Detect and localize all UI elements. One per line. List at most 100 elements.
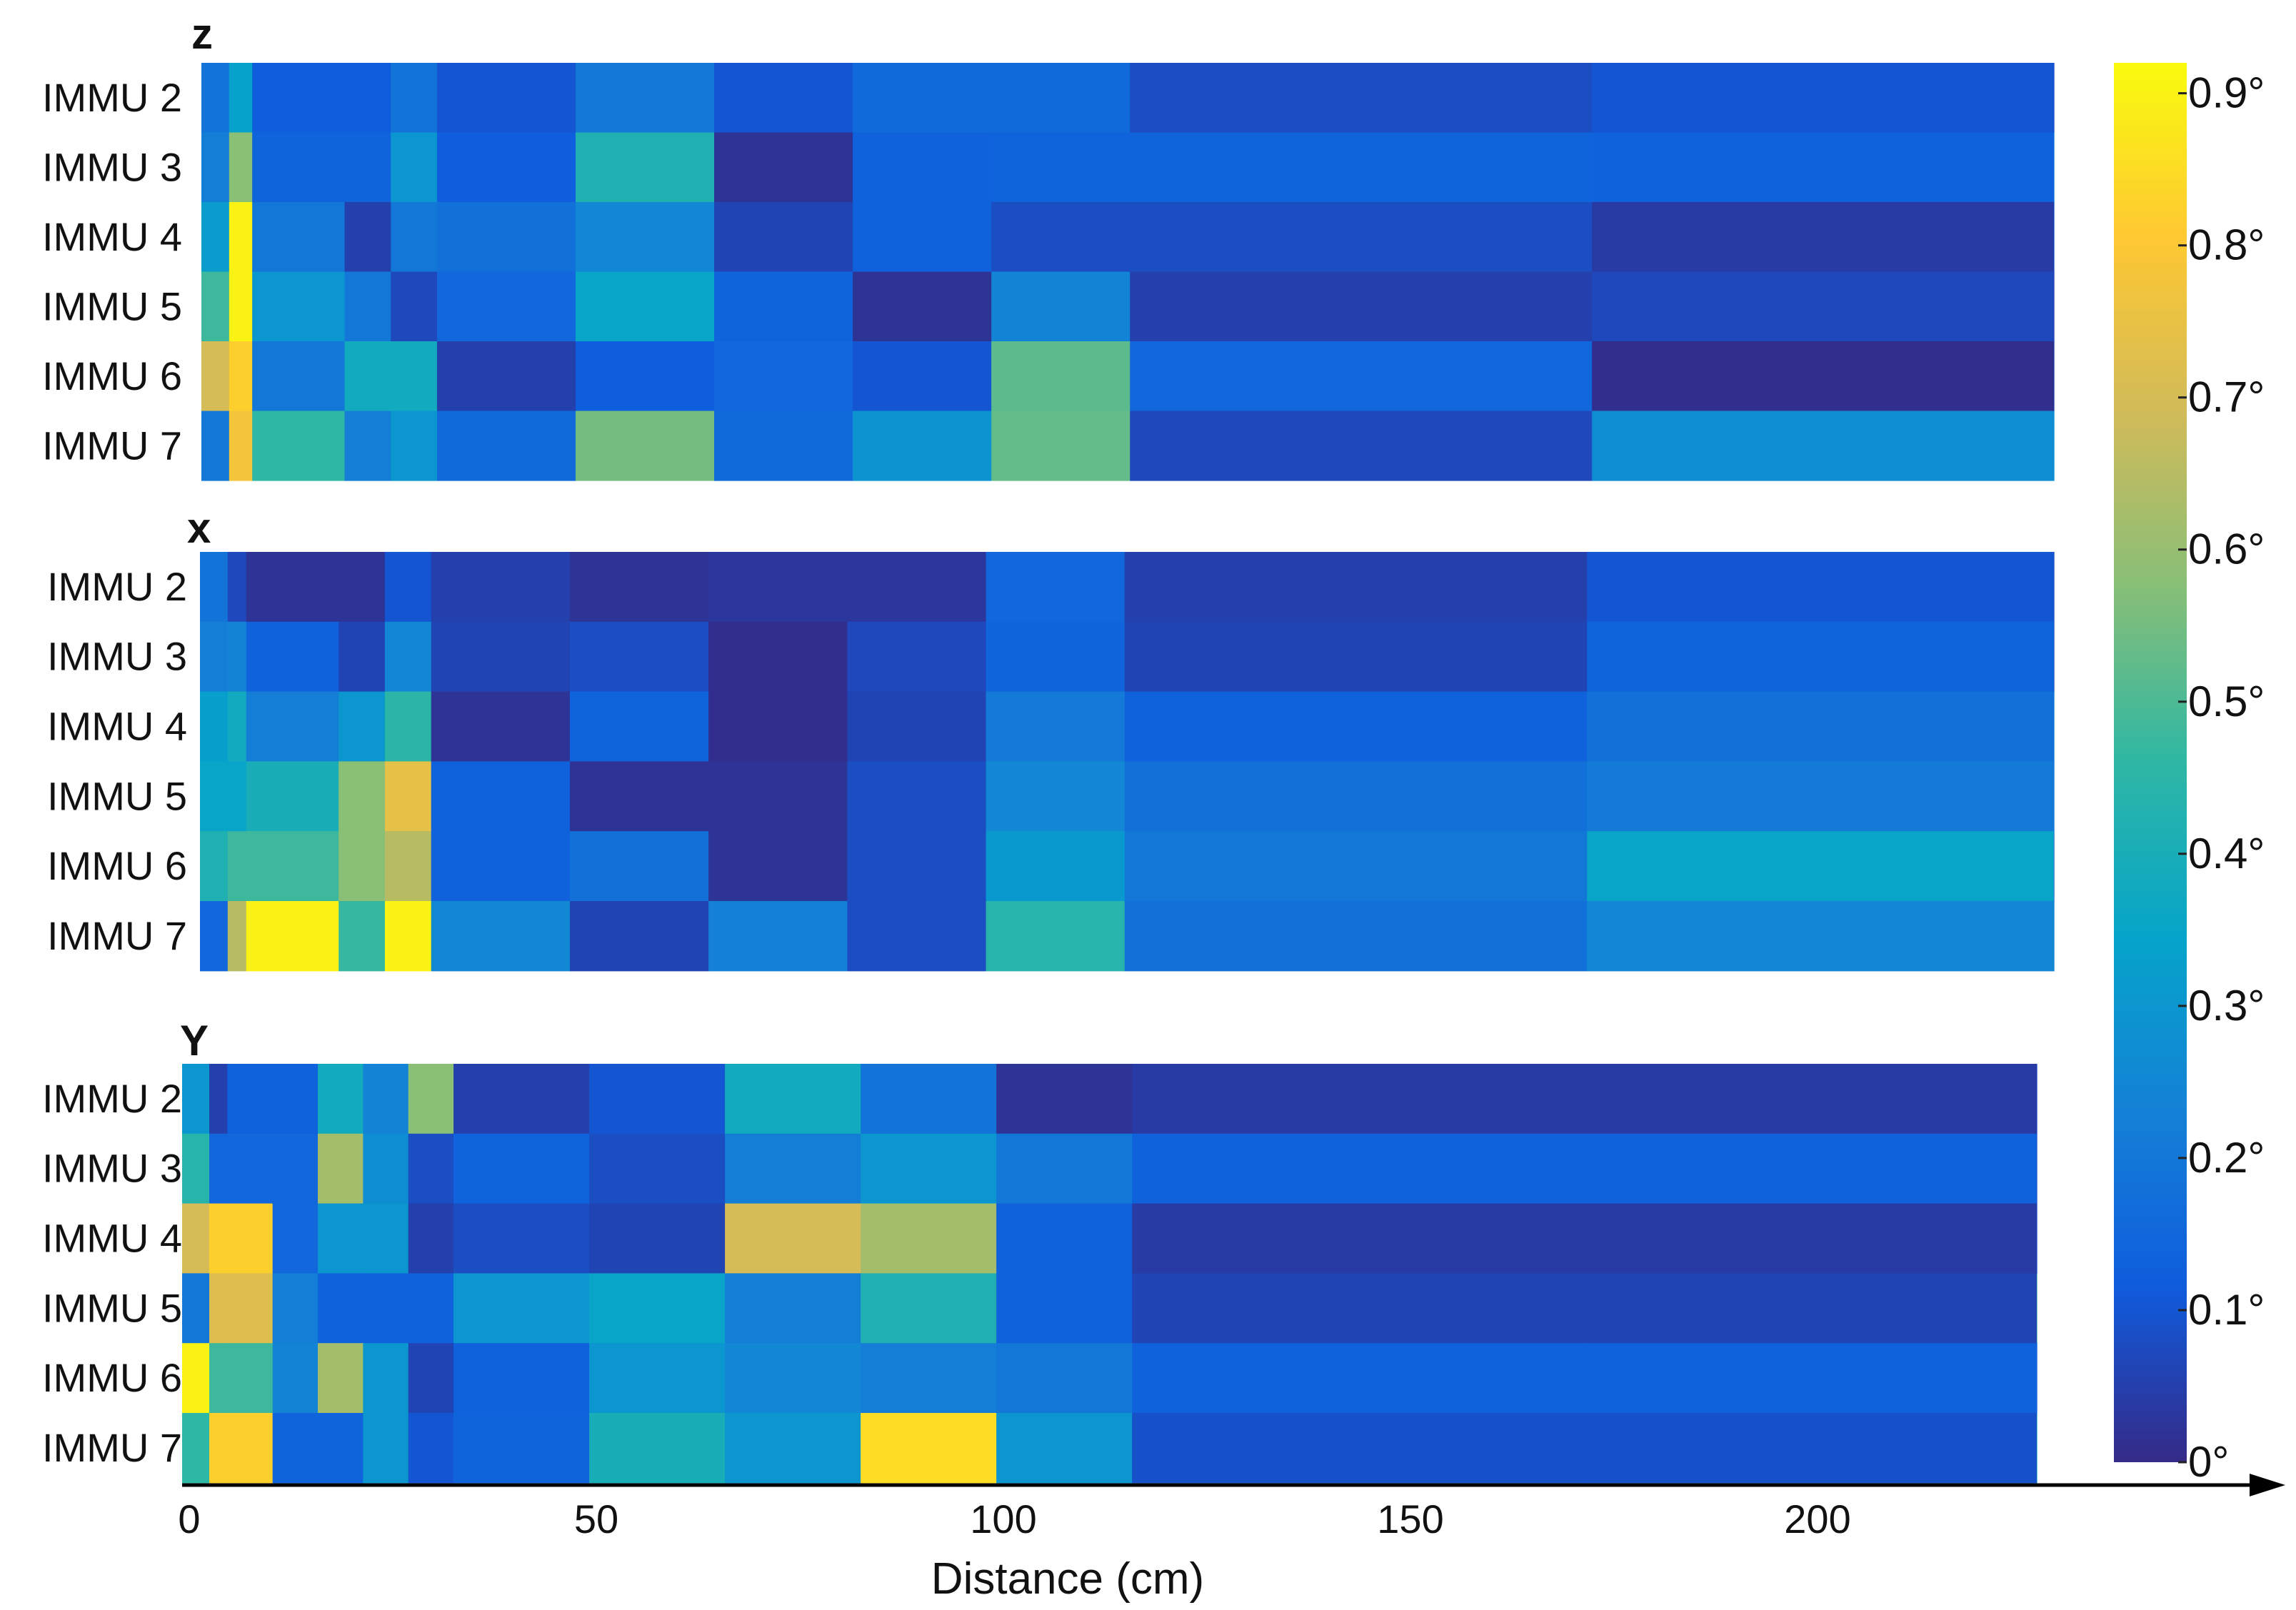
x-tick-label: 100 [970, 1496, 1036, 1541]
heatmap-cell [408, 1064, 454, 1134]
heatmap-cell [246, 761, 339, 832]
heatmap-cell [227, 552, 247, 623]
heatmap-cell [201, 202, 230, 273]
heatmap-cell [453, 1203, 590, 1274]
heatmap-cell [1132, 1273, 1585, 1344]
heatmap-cell [431, 691, 571, 762]
heatmap-cell [252, 411, 346, 481]
heatmap-cell [436, 202, 576, 273]
heatmap-cell [339, 621, 386, 693]
heatmap-cell [589, 1064, 726, 1134]
heatmap-cell [272, 1343, 319, 1414]
x-axis: 0 50 100 150 200 Distance (cm) [178, 1474, 2285, 1604]
heatmap-cell [391, 132, 438, 203]
heatmap-cell [1130, 202, 1593, 273]
heatmap-cell [575, 63, 715, 134]
heatmap-cell [1584, 1343, 2037, 1414]
heatmap-cell [575, 411, 715, 481]
heatmap-cell [436, 132, 576, 203]
heatmap-cell [2054, 691, 2055, 762]
row-labels-x: IMMU 2 IMMU 3 IMMU 4 IMMU 5 IMMU 6 IMMU 7 [47, 564, 187, 958]
heatmap-cell [453, 1413, 590, 1484]
heatmap-cell [1587, 691, 2055, 762]
row-label: IMMU 6 [42, 1355, 182, 1400]
heatmap-cell [363, 1064, 409, 1134]
heatmap-cell [996, 1273, 1133, 1344]
heatmap-cell [229, 411, 253, 481]
heatmap-cell [227, 691, 247, 762]
heatmap-cell [408, 1343, 454, 1414]
heatmap-cell [1124, 761, 1588, 832]
heatmap-cell [246, 831, 339, 902]
heatmap-cell [714, 132, 853, 203]
colorbar-ticks: 0° 0.1° 0.2° 0.3° 0.4° 0.5° 0.6° 0.7° 0.8° 0.9° [2178, 69, 2265, 1486]
row-labels-z: IMMU 2 IMMU 3 IMMU 4 IMMU 5 IMMU 6 IMMU 7 [42, 75, 182, 468]
heatmap-cell [1124, 901, 1588, 972]
heatmap-cell [227, 1343, 274, 1414]
heatmap-cell [1584, 1064, 2037, 1134]
heatmap-cell [246, 691, 339, 762]
heatmap-cell [589, 1343, 726, 1414]
heatmap-cell [272, 1273, 319, 1344]
heatmap-cell [991, 63, 1131, 134]
heatmap-cell [853, 341, 992, 412]
heatmap-cell [229, 202, 253, 273]
heatmap-cell [2054, 901, 2055, 972]
heatmap-cell [996, 1343, 1133, 1414]
x-tick-label: 200 [1784, 1496, 1850, 1541]
heatmap-cell [853, 63, 992, 134]
heatmap-cell [227, 1413, 274, 1484]
heatmap-cell [227, 1064, 274, 1134]
heatmap-cell [569, 621, 709, 693]
heatmap-cell [714, 63, 853, 134]
heatmap-cell [200, 621, 229, 693]
heatmap-cell [853, 202, 992, 273]
heatmap-cell [1592, 132, 2055, 203]
heatmap-cell [318, 1064, 364, 1134]
heatmap-cell [246, 552, 339, 623]
heatmap-cell [2054, 761, 2055, 832]
heatmap-cell [996, 1413, 1133, 1484]
heatmap-cell [1132, 1064, 1585, 1134]
heatmap-cell [1124, 621, 1588, 693]
heatmap-cell [318, 1413, 364, 1484]
row-label: IMMU 2 [42, 1076, 182, 1121]
heatmap-cell [861, 1133, 997, 1204]
heatmap-cell [575, 132, 715, 203]
heatmap-cell [991, 411, 1131, 481]
heatmap-cell [436, 411, 576, 481]
heatmap-cell [575, 341, 715, 412]
heatmap-cell [569, 552, 709, 623]
heatmap-cell [708, 761, 848, 832]
heatmap-cell [227, 1133, 274, 1204]
heatmap-cell [1587, 901, 2055, 972]
heatmap-cell [408, 1273, 454, 1344]
heatmap-cell [318, 1203, 364, 1274]
heatmap-cell [861, 1343, 997, 1414]
colorbar-tick-label: 0.4° [2188, 830, 2265, 877]
heatmap-cell [861, 1413, 997, 1484]
heatmap-cell [272, 1133, 319, 1204]
heatmap-cell [847, 831, 987, 902]
row-label: IMMU 2 [47, 564, 187, 609]
heatmap-cell [569, 691, 709, 762]
heatmap-cell [986, 901, 1126, 972]
heatmap-cell [344, 341, 391, 412]
heatmap-cell [227, 831, 247, 902]
heatmap-cell [384, 831, 432, 902]
panel-title-x: x [187, 504, 211, 552]
heatmap-cell [2054, 621, 2055, 693]
heatmap-cell [408, 1203, 454, 1274]
heatmap-cell [431, 761, 571, 832]
heatmap-cell [318, 1343, 364, 1414]
heatmap-cell [182, 1133, 210, 1204]
heatmap-cell [725, 1273, 861, 1344]
heatmap-cell [847, 552, 987, 623]
heatmap-cell [847, 901, 987, 972]
heatmap-cell [408, 1133, 454, 1204]
heatmap-cell [708, 901, 848, 972]
heatmap-cell [708, 691, 848, 762]
heatmap-cell [252, 271, 346, 342]
heatmap-cell [344, 202, 391, 273]
